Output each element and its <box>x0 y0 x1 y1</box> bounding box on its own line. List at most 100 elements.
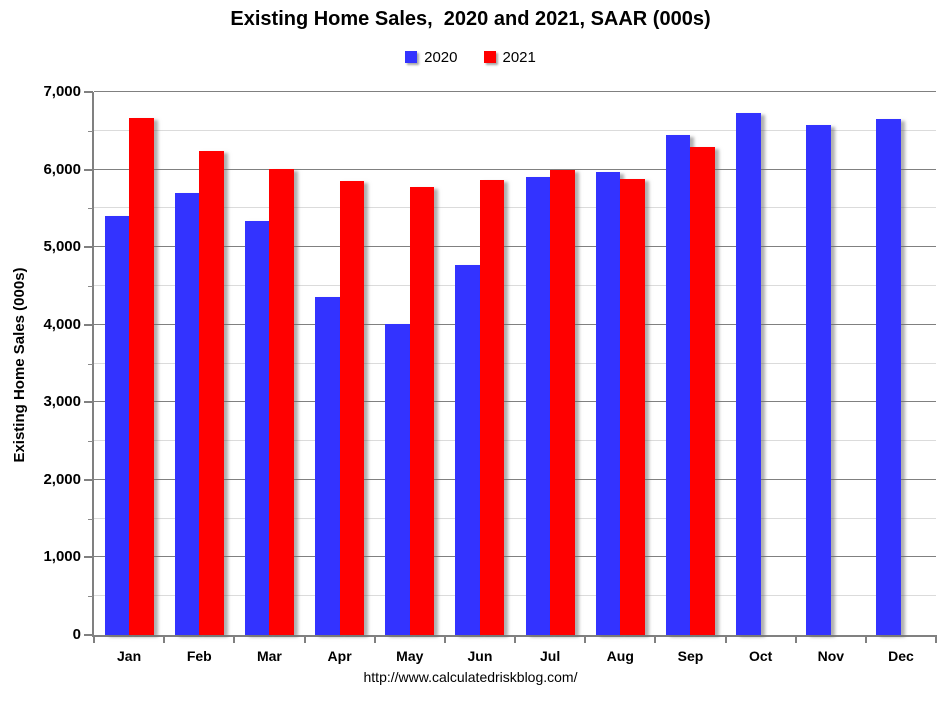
bar-slot-2020-dec <box>876 92 901 635</box>
minor-gridline-500 <box>94 595 936 597</box>
month-label-jun: Jun <box>467 648 493 664</box>
bar-2021-apr <box>339 181 365 635</box>
minor-gridline-6500 <box>94 129 936 131</box>
bar-slot-2021-mar <box>269 92 294 635</box>
bar-group-feb <box>164 92 234 635</box>
x-tick-11 <box>864 637 867 643</box>
bar-2021-mar <box>269 168 294 635</box>
bar-2021-jul <box>550 170 575 635</box>
bar-2020-may <box>385 323 410 635</box>
month-label-feb: Feb <box>186 648 212 664</box>
minor-gridline-5500 <box>94 207 936 209</box>
y-tick-minor-4500 <box>88 285 93 287</box>
bar-slot-2021-dec <box>901 92 926 635</box>
y-tick-label-1000: 1,000 <box>43 548 81 566</box>
y-tick-major-0 <box>84 634 93 636</box>
y-tick-label-3000: 3,000 <box>43 393 81 411</box>
y-tick-major-3000 <box>84 401 93 404</box>
bar-2020-jun <box>455 264 480 635</box>
x-tick-12 <box>935 637 937 643</box>
bar-group-aug <box>585 92 655 635</box>
bar-slot-2020-apr <box>315 92 340 635</box>
bar-2021-aug <box>620 178 645 635</box>
major-gridline-7000 <box>94 91 936 92</box>
y-tick-label-2000: 2,000 <box>43 470 81 488</box>
x-tick-10 <box>794 637 797 643</box>
x-tick-0 <box>93 637 95 643</box>
y-tick-major-6000 <box>84 168 93 171</box>
y-tick-minor-3500 <box>88 363 93 365</box>
bar-2020-oct <box>736 112 761 635</box>
x-tick-1 <box>163 637 166 643</box>
legend-swatch-2021 <box>483 51 496 63</box>
minor-gridline-4500 <box>94 284 936 286</box>
bar-2021-feb <box>199 150 224 635</box>
x-tick-3 <box>303 637 306 643</box>
y-tick-minor-2500 <box>88 441 93 443</box>
month-label-oct: Oct <box>748 648 773 664</box>
x-tick-7 <box>584 637 587 643</box>
bar-2021-sep <box>690 147 715 635</box>
x-tick-5 <box>443 637 446 643</box>
bar-slot-2020-jul <box>525 92 551 635</box>
month-label-dec: Dec <box>888 648 914 664</box>
bar-2020-dec <box>876 119 901 635</box>
y-tick-minor-500 <box>88 596 93 598</box>
month-label-mar: Mar <box>256 648 282 664</box>
bar-slot-2020-may <box>385 92 410 635</box>
bar-slot-2021-aug <box>620 92 645 635</box>
bar-2020-mar <box>244 220 270 635</box>
bar-group-may <box>375 92 445 635</box>
month-label-apr: Apr <box>327 648 352 664</box>
y-tick-major-2000 <box>84 478 93 481</box>
bar-group-jan <box>94 92 164 635</box>
bar-slot-2021-oct <box>761 92 786 635</box>
bar-slot-2020-feb <box>174 92 200 635</box>
bar-group-dec <box>866 92 936 635</box>
y-tick-label-6000: 6,000 <box>43 160 81 178</box>
legend-item-2020: 2020 <box>405 49 458 66</box>
month-label-jul: Jul <box>540 648 561 664</box>
bar-2020-sep <box>665 135 691 635</box>
y-tick-major-7000 <box>84 91 93 93</box>
y-tick-major-1000 <box>84 556 93 559</box>
bar-group-nov <box>796 92 866 635</box>
bar-group-sep <box>655 92 725 635</box>
y-tick-minor-5500 <box>88 208 93 210</box>
x-tick-9 <box>724 637 727 643</box>
y-tick-label-7000: 7,000 <box>43 83 81 100</box>
plot-area <box>94 91 936 635</box>
bar-2020-jan <box>104 216 130 635</box>
bar-slot-2021-may <box>409 92 435 635</box>
bar-2020-nov <box>806 124 831 635</box>
month-label-sep: Sep <box>677 648 704 664</box>
bar-slot-2020-aug <box>595 92 621 635</box>
bar-2021-may <box>409 186 435 635</box>
bar-slot-2020-jan <box>104 92 130 635</box>
legend-item-2021: 2021 <box>483 49 536 66</box>
bar-slot-2020-oct <box>736 92 761 635</box>
month-label-may: May <box>396 648 424 664</box>
y-tick-minor-6500 <box>88 130 93 132</box>
bars-layer <box>94 92 936 635</box>
bar-group-jul <box>515 92 585 635</box>
bar-slot-2020-mar <box>244 92 270 635</box>
y-tick-minor-1500 <box>88 518 93 520</box>
y-tick-label-4000: 4,000 <box>43 315 81 333</box>
x-axis-labels: Jan Feb Mar Apr May Jun Jul Aug Sep Oct Nov Dec <box>94 646 936 666</box>
x-tick-2 <box>233 637 236 643</box>
bar-slot-2021-sep <box>690 92 715 635</box>
major-gridline-5000 <box>94 246 936 248</box>
bar-group-oct <box>726 92 796 635</box>
bar-group-jun <box>445 92 515 635</box>
bar-slot-2021-jan <box>129 92 154 635</box>
minor-gridline-2500 <box>94 440 936 442</box>
bar-2021-jan <box>129 118 154 635</box>
footer-url: http://www.calculatedriskblog.com/ <box>363 669 578 685</box>
y-tick-major-4000 <box>84 323 93 326</box>
bar-group-mar <box>234 92 304 635</box>
legend-swatch-2020 <box>405 51 418 63</box>
bar-slot-2020-sep <box>665 92 691 635</box>
bar-2021-jun <box>479 179 505 635</box>
